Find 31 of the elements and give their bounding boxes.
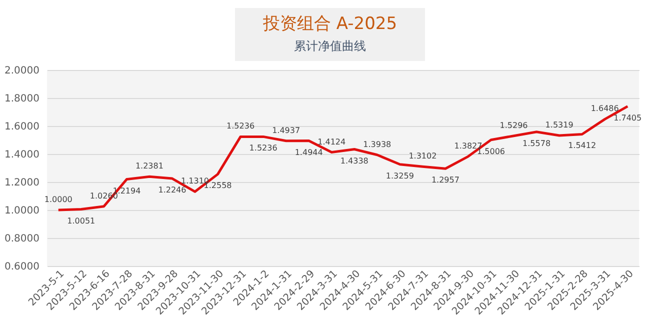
text: 1.7405 bbox=[614, 113, 642, 122]
text: 1.2957 bbox=[431, 176, 460, 185]
y-tick-label: 1.8000 bbox=[4, 94, 40, 104]
text: 1.4338 bbox=[340, 156, 368, 166]
text: 1.5236 bbox=[249, 144, 278, 153]
text: 1.5296 bbox=[500, 120, 528, 130]
text: 1.3259 bbox=[386, 171, 414, 180]
text: 1.5319 bbox=[545, 120, 574, 130]
text: 1.4937 bbox=[272, 126, 300, 135]
text: 1.2246 bbox=[158, 186, 186, 195]
text: 1.3938 bbox=[363, 140, 392, 149]
text: 1.0000 bbox=[44, 195, 72, 204]
text: 1.3102 bbox=[408, 152, 437, 161]
y-tick-label: 2.0000 bbox=[4, 66, 40, 76]
text: 1.6486 bbox=[590, 104, 619, 114]
text: 1.2381 bbox=[135, 162, 164, 171]
text: 1.0051 bbox=[67, 216, 96, 226]
y-tick-label: 1.6000 bbox=[4, 122, 40, 132]
text: 1.5236 bbox=[226, 122, 255, 131]
y-tick-label: 0.8000 bbox=[4, 234, 40, 244]
y-tick-label: 0.6000 bbox=[4, 262, 40, 272]
text: 1.5412 bbox=[568, 141, 596, 150]
y-tick-label: 1.4000 bbox=[4, 150, 40, 160]
chart-title: 投资组合 A-2025 bbox=[262, 13, 398, 35]
text: 1.4944 bbox=[294, 148, 323, 157]
text: 1.4124 bbox=[318, 137, 346, 146]
text: 1.5578 bbox=[522, 138, 551, 148]
y-tick-label: 1.0000 bbox=[4, 206, 40, 216]
chart-subtitle: 累计净值曲线 bbox=[293, 38, 367, 55]
y-tick-label: 1.2000 bbox=[4, 178, 40, 188]
text: 1.2558 bbox=[204, 181, 232, 190]
